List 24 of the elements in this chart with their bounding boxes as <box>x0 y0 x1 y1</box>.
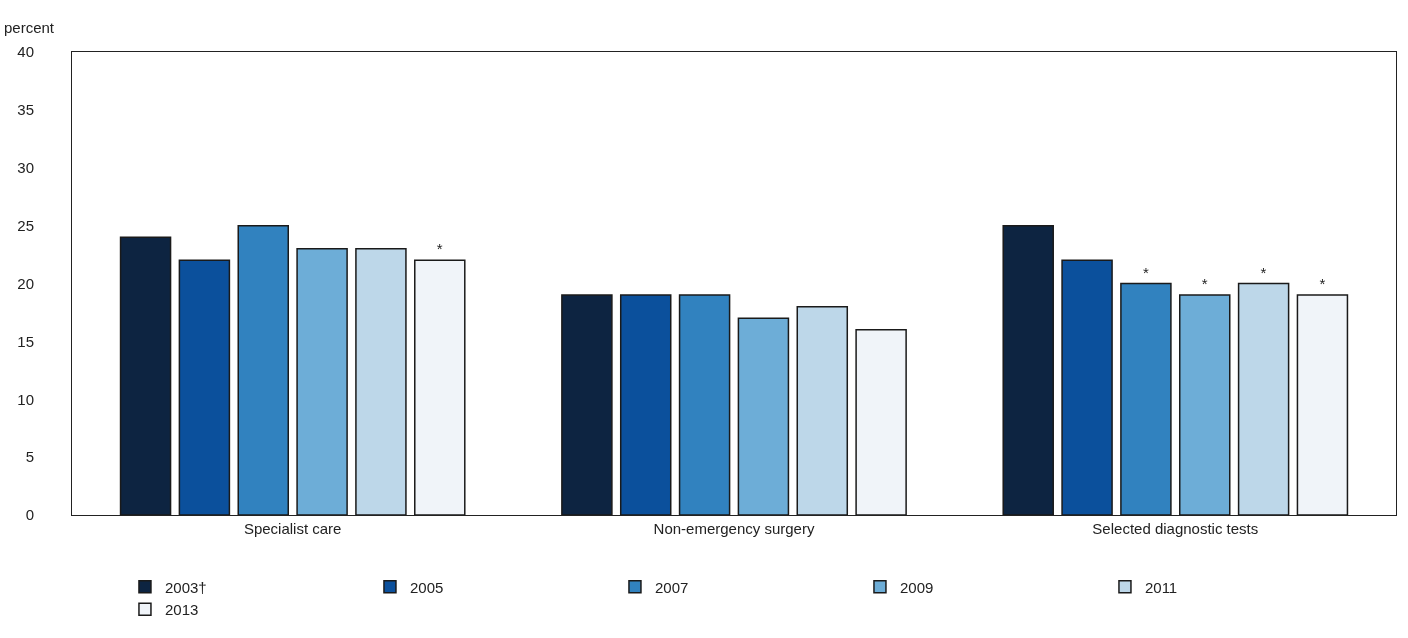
data-label: * <box>1260 263 1267 281</box>
data-label: * <box>436 240 443 258</box>
y-tick-label: 15 <box>17 332 34 350</box>
y-tick-label: 40 <box>17 43 34 61</box>
legend-label: 2013 <box>164 601 199 619</box>
y-tick-label: 25 <box>17 216 34 234</box>
x-tick-label: Non-emergency surgery <box>653 520 815 537</box>
x-tick-label: Selected diagnostic tests <box>1092 520 1259 537</box>
x-tick-label: Specialist care <box>243 520 342 537</box>
y-tick-label: 20 <box>17 274 34 292</box>
y-tick-label: 30 <box>17 159 34 176</box>
y-tick-label: 10 <box>17 390 34 408</box>
data-label: * <box>1142 263 1149 281</box>
legend-label: 2007 <box>654 578 689 596</box>
y-tick-label: 35 <box>17 101 34 119</box>
y-tick-label: 0 <box>25 506 34 524</box>
legend-label: 2003† <box>164 578 207 596</box>
data-label: * <box>1319 275 1326 293</box>
legend-label: 2005 <box>409 578 444 596</box>
y-axis-title: percent <box>4 19 55 36</box>
y-tick-label: 5 <box>25 448 34 466</box>
legend-label: 2009 <box>899 578 934 596</box>
legend-label: 2011 <box>1144 578 1178 596</box>
data-label: * <box>1201 275 1208 293</box>
